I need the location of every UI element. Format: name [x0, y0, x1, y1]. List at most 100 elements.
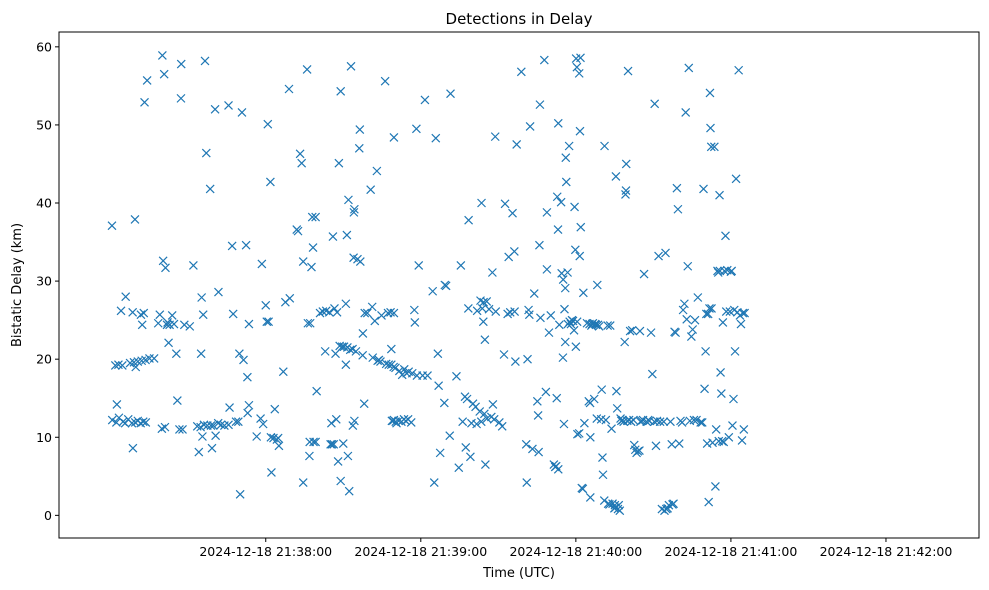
- data-point-455: [700, 384, 709, 394]
- data-point-95: [252, 432, 262, 441]
- data-point-146: [332, 307, 342, 317]
- data-point-424: [661, 248, 670, 258]
- data-point-127: [304, 451, 314, 461]
- data-point-123: [305, 318, 315, 328]
- data-point-409: [639, 269, 649, 279]
- data-point-223: [420, 95, 430, 105]
- data-point-45: [167, 311, 177, 320]
- data-point-279: [510, 307, 520, 316]
- data-point-461: [705, 304, 714, 313]
- y-tick-label-4: 40: [36, 196, 52, 211]
- data-point-77: [200, 56, 210, 66]
- data-point-124: [307, 262, 316, 272]
- data-point-249: [472, 419, 482, 429]
- data-point-241: [461, 442, 471, 452]
- data-point-244: [463, 304, 473, 313]
- data-point-497: [737, 435, 747, 445]
- data-point-94: [244, 319, 254, 329]
- data-point-498: [738, 308, 748, 318]
- data-point-227: [431, 133, 441, 143]
- data-point-494: [734, 65, 744, 75]
- data-point-154: [339, 342, 349, 352]
- data-point-443: [683, 261, 693, 271]
- data-point-215: [406, 418, 416, 427]
- data-point-63: [208, 421, 218, 430]
- data-point-65: [216, 420, 226, 430]
- data-point-399: [629, 415, 638, 425]
- data-point-271: [497, 421, 507, 431]
- data-point-456: [701, 346, 711, 356]
- data-point-92: [243, 408, 253, 418]
- data-point-265: [487, 268, 497, 277]
- data-point-64: [213, 418, 223, 428]
- data-point-174: [354, 143, 364, 153]
- data-point-269: [491, 307, 501, 316]
- data-point-68: [194, 447, 204, 457]
- data-point-89: [239, 355, 248, 365]
- data-point-49: [171, 349, 181, 359]
- data-point-301: [544, 328, 554, 338]
- data-point-156: [341, 299, 351, 309]
- data-point-288: [525, 122, 535, 131]
- data-point-450: [692, 415, 701, 425]
- data-point-78: [210, 104, 220, 114]
- data-point-126: [308, 243, 318, 252]
- data-point-434: [672, 183, 682, 193]
- data-point-119: [298, 257, 308, 266]
- data-point-6: [127, 418, 137, 428]
- data-point-392: [621, 159, 631, 169]
- data-point-199: [389, 132, 399, 142]
- data-point-322: [563, 268, 573, 277]
- data-point-319: [560, 337, 570, 347]
- data-point-274: [503, 309, 513, 319]
- data-point-58: [192, 421, 202, 431]
- data-point-404: [635, 446, 644, 455]
- data-point-131: [311, 212, 321, 222]
- data-point-420: [655, 417, 665, 427]
- x-axis-label: Time (UTC): [482, 566, 555, 581]
- data-point-351: [585, 432, 595, 442]
- data-point-69: [198, 432, 207, 441]
- data-point-267: [489, 414, 499, 424]
- data-point-150: [336, 86, 346, 96]
- data-point-280: [510, 357, 520, 366]
- data-point-287: [524, 310, 534, 320]
- data-point-220: [411, 124, 421, 134]
- data-point-335: [572, 317, 582, 327]
- data-point-256: [479, 297, 489, 307]
- data-point-101: [264, 317, 274, 327]
- data-point-236: [452, 371, 461, 381]
- data-point-121: [302, 65, 312, 74]
- data-point-191: [384, 360, 394, 370]
- data-point-352: [585, 492, 595, 502]
- data-point-405: [635, 326, 645, 336]
- data-point-118: [297, 158, 307, 168]
- data-point-216: [407, 368, 417, 378]
- data-point-364: [597, 385, 607, 395]
- data-point-206: [394, 366, 404, 376]
- data-point-329: [569, 325, 579, 335]
- data-point-176: [358, 328, 368, 338]
- data-point-306: [552, 393, 562, 403]
- data-point-365: [598, 453, 607, 462]
- data-point-273: [500, 199, 510, 209]
- data-point-10: [138, 417, 148, 427]
- data-point-488: [728, 421, 737, 430]
- data-point-179: [362, 308, 372, 318]
- data-point-356: [589, 394, 599, 404]
- data-point-309: [553, 225, 563, 234]
- data-point-46: [164, 338, 173, 348]
- data-point-238: [456, 261, 466, 270]
- data-point-442: [682, 314, 692, 324]
- data-point-50: [172, 396, 182, 405]
- data-point-54: [185, 321, 195, 331]
- data-point-312: [556, 197, 566, 207]
- data-point-460: [704, 497, 714, 507]
- data-point-251: [475, 407, 485, 416]
- data-point-11: [141, 418, 151, 427]
- data-point-53: [179, 320, 189, 330]
- data-point-476: [716, 389, 726, 398]
- data-point-23: [116, 306, 126, 316]
- data-point-487: [727, 266, 737, 276]
